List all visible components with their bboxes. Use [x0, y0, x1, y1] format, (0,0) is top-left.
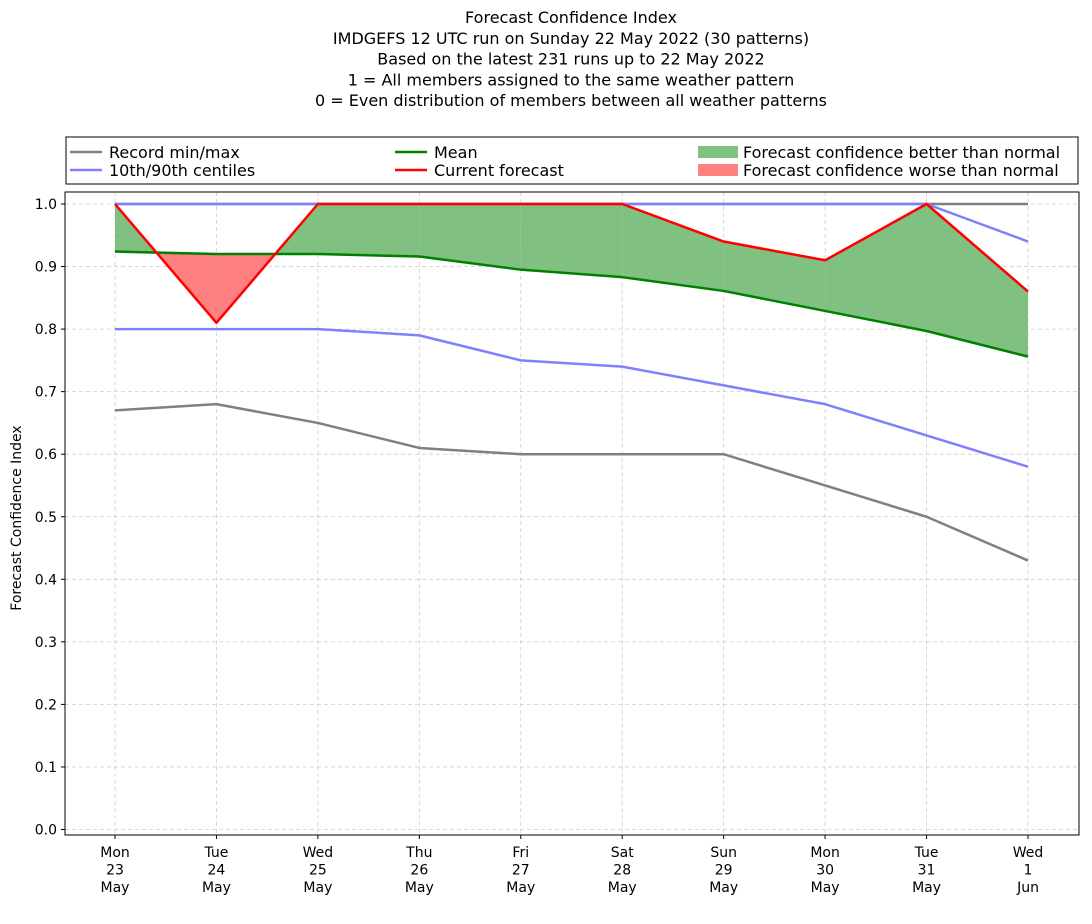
x-tick-label: Sun [710, 845, 737, 861]
better-than-normal-fill [622, 204, 724, 291]
series-lines [114, 202, 1029, 562]
x-tick-label: May [303, 880, 332, 896]
legend-swatch [698, 146, 738, 158]
title-line: 1 = All members assigned to the same wea… [348, 70, 795, 89]
x-tick-label: 29 [715, 863, 733, 879]
x-tick-label: Mon [810, 845, 840, 861]
y-tick-label: 0.8 [35, 322, 57, 338]
y-tick-label: 0.3 [35, 635, 57, 651]
y-tick-label: 0.9 [35, 260, 57, 276]
legend-label: 10th/90th centiles [109, 161, 255, 180]
x-tick-label: May [811, 880, 840, 896]
x-tick-label: 1 [1024, 863, 1033, 879]
better-than-normal-fill [520, 204, 623, 278]
x-tick-label: May [506, 880, 535, 896]
x-tick-label: Jun [1016, 880, 1039, 896]
axes: 0.00.10.20.30.40.50.60.70.80.91.0Mon23Ma… [9, 191, 1080, 896]
x-tick-label: Wed [303, 845, 334, 861]
legend-label: Mean [434, 143, 478, 162]
legend-box [65, 136, 1079, 185]
x-tick-label: Tue [914, 845, 939, 861]
series-line-p10 [115, 327, 1029, 468]
title-line: IMDGEFS 12 UTC run on Sunday 22 May 2022… [333, 29, 809, 48]
x-tick-label: May [912, 880, 941, 896]
legend-label: Forecast confidence worse than normal [743, 161, 1059, 180]
x-tick-label: Tue [203, 845, 228, 861]
x-tick-label: May [101, 880, 130, 896]
title-line: Forecast Confidence Index [465, 8, 677, 27]
y-tick-label: 0.0 [35, 823, 57, 839]
better-than-normal-fill [926, 204, 1028, 357]
x-tick-label: 30 [816, 863, 834, 879]
y-tick-label: 1.0 [35, 197, 57, 213]
x-tick-label: 24 [208, 863, 226, 879]
better-than-normal-fill [723, 241, 826, 311]
legend-label: Current forecast [434, 161, 564, 180]
y-tick-label: 0.4 [35, 572, 57, 588]
y-tick-label: 0.5 [35, 510, 57, 526]
x-tick-label: 27 [512, 863, 530, 879]
series-line-mean [114, 250, 1029, 358]
legend-label: Record min/max [109, 143, 240, 162]
y-tick-label: 0.7 [35, 385, 57, 401]
x-tick-label: 31 [918, 863, 936, 879]
x-tick-label: May [405, 880, 434, 896]
series-line-record-min [114, 402, 1029, 562]
x-tick-label: 28 [613, 863, 631, 879]
chart-title: Forecast Confidence Index IMDGEFS 12 UTC … [315, 8, 827, 110]
better-than-normal-fill [317, 204, 420, 257]
x-tick-label: May [202, 880, 231, 896]
legend-swatch [698, 164, 738, 176]
y-axis-label: Forecast Confidence Index [9, 425, 25, 610]
x-tick-label: 23 [106, 863, 124, 879]
x-tick-label: 26 [410, 863, 428, 879]
better-than-normal-fill [825, 204, 927, 331]
x-tick-label: Sat [611, 845, 634, 861]
y-tick-label: 0.1 [35, 760, 57, 776]
x-tick-label: Thu [405, 845, 432, 861]
y-tick-label: 0.6 [35, 447, 57, 463]
title-line: 0 = Even distribution of members between… [315, 91, 827, 110]
x-tick-label: Wed [1013, 845, 1044, 861]
x-tick-label: Mon [100, 845, 130, 861]
x-tick-label: 25 [309, 863, 327, 879]
x-tick-label: May [608, 880, 637, 896]
series-line-current [114, 202, 1029, 325]
x-tick-label: Fri [512, 845, 529, 861]
x-tick-label: May [709, 880, 738, 896]
plot-frame [64, 191, 1080, 836]
title-line: Based on the latest 231 runs up to 22 Ma… [377, 50, 764, 69]
y-tick-label: 0.2 [35, 697, 57, 713]
legend-label: Forecast confidence better than normal [743, 143, 1060, 162]
better-than-normal-fill [419, 204, 521, 270]
